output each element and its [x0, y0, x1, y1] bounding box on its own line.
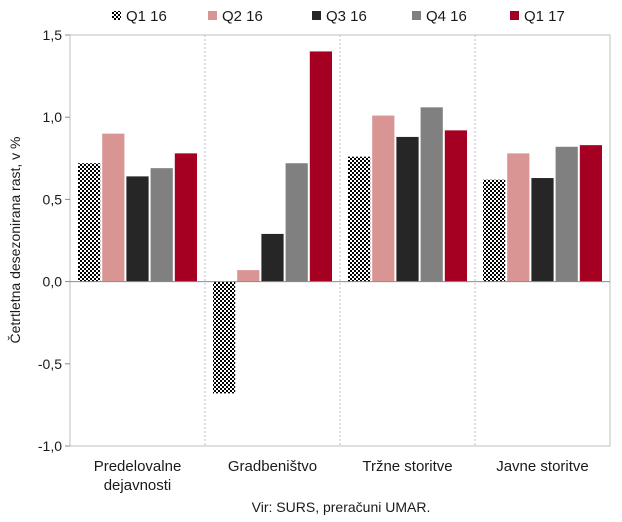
bar [531, 178, 554, 282]
legend-swatch [412, 11, 421, 20]
bar [102, 133, 125, 282]
legend-label: Q4 16 [426, 8, 467, 25]
bar [213, 281, 236, 394]
bar [309, 51, 332, 282]
bar [237, 270, 260, 282]
bar [420, 107, 443, 282]
y-tick-label: 0,5 [43, 191, 63, 207]
bar [579, 145, 602, 282]
legend: Q1 16 Q2 16 Q3 16 Q4 16 Q1 17 [112, 8, 565, 25]
bar [396, 136, 419, 282]
bar [150, 168, 173, 282]
category-label: Javne storitve [496, 458, 589, 475]
bar [261, 233, 284, 282]
legend-swatch [510, 11, 519, 20]
bar [285, 163, 308, 282]
legend-label: Q1 16 [126, 8, 167, 25]
bar [483, 179, 506, 282]
y-tick-label: -0,5 [38, 356, 62, 372]
y-axis-title: Četrtletna desezonirana rast, v % [7, 137, 23, 344]
y-tick-label: 1,5 [43, 27, 63, 43]
bar [444, 130, 467, 282]
legend-label: Q1 17 [524, 8, 565, 25]
category-label: dejavnosti [104, 477, 172, 494]
x-axis: Predelovalne dejavnosti Gradbeništvo Tržne … [70, 281, 610, 494]
legend-swatch [312, 11, 321, 20]
y-tick-label: 1,0 [43, 109, 63, 125]
legend-swatch [208, 11, 217, 20]
source-note: Vir: SURS, preračuni UMAR. [252, 499, 431, 515]
legend-label: Q2 16 [222, 8, 263, 25]
bar [126, 176, 149, 282]
legend-label: Q3 16 [326, 8, 367, 25]
plot-area [69, 34, 611, 447]
bar [372, 115, 395, 282]
category-label: Tržne storitve [362, 458, 452, 475]
y-tick-label: 0,0 [43, 274, 63, 290]
bar [174, 153, 197, 282]
y-tick-label: -1,0 [38, 438, 62, 454]
category-label: Predelovalne [94, 458, 182, 475]
bar [78, 163, 101, 282]
y-axis: 1,5 1,0 0,5 0,0 -0,5 -1,0 [38, 27, 70, 454]
bar [507, 153, 530, 282]
legend-swatch [112, 11, 121, 20]
category-label: Gradbeništvo [228, 458, 317, 475]
bar [348, 156, 371, 282]
bar [555, 146, 578, 282]
